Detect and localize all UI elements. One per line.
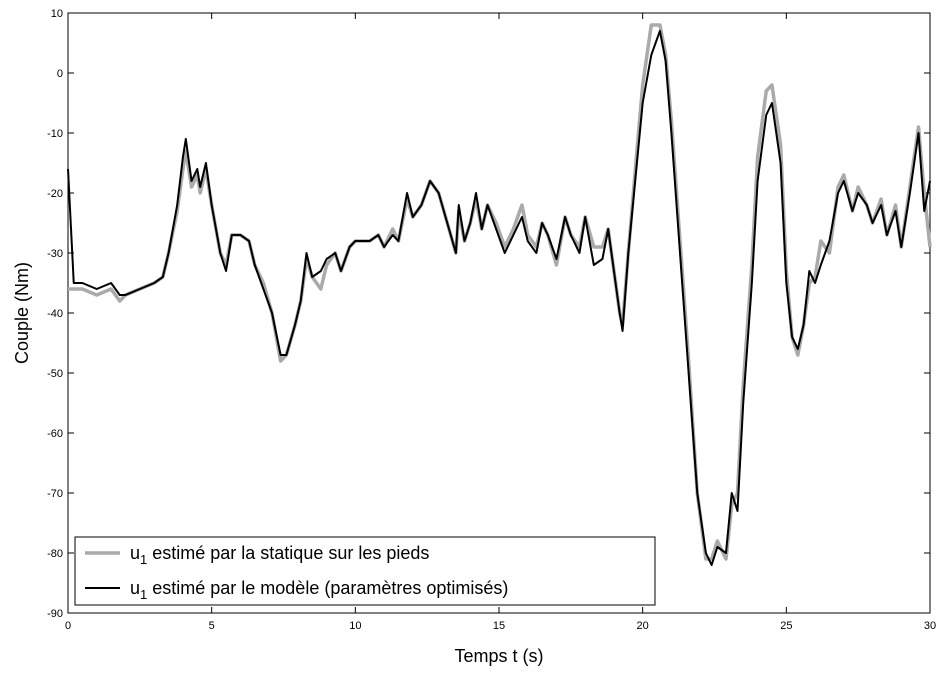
x-tick-label: 5 — [209, 620, 215, 632]
legend-label: u1 estimé par la statique sur les pieds — [130, 543, 429, 567]
legend-label: u1 estimé par le modèle (paramètres opti… — [130, 578, 508, 602]
x-tick-label: 20 — [637, 620, 649, 632]
y-axis-label: Couple (Nm) — [12, 262, 32, 364]
y-tick-label: 0 — [57, 68, 63, 80]
x-tick-label: 25 — [780, 620, 792, 632]
x-tick-label: 0 — [65, 620, 71, 632]
y-tick-label: -60 — [47, 428, 63, 440]
series-line — [67, 30, 931, 566]
y-tick-label: -30 — [47, 248, 63, 260]
y-tick-label: -20 — [47, 188, 63, 200]
y-tick-label: -70 — [47, 488, 63, 500]
x-tick-label: 10 — [349, 620, 361, 632]
y-tick-label: -50 — [47, 368, 63, 380]
y-tick-label: -90 — [47, 608, 63, 620]
legend: u1 estimé par la statique sur les pieds u… — [74, 536, 656, 606]
y-tick-label: -80 — [47, 548, 63, 560]
y-tick-label: 10 — [51, 8, 63, 20]
x-axis-label: Temps t (s) — [454, 646, 543, 666]
x-tick-label: 15 — [493, 620, 505, 632]
y-tick-label: -40 — [47, 308, 63, 320]
plot-frame — [67, 12, 931, 614]
legend-box — [74, 536, 656, 606]
y-tick-label: -10 — [47, 128, 63, 140]
x-tick-label: 30 — [924, 620, 936, 632]
